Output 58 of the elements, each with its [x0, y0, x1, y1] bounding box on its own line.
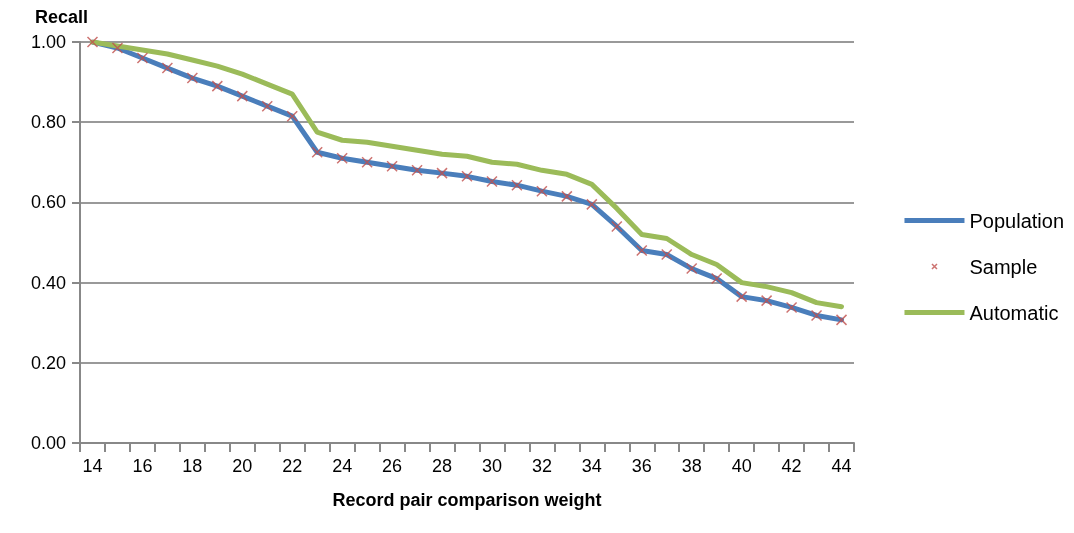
point — [835, 314, 848, 326]
point — [461, 170, 473, 183]
y-axis-title: Recall — [34, 7, 88, 27]
x-tick-label: 22 — [282, 456, 303, 476]
point — [685, 262, 698, 275]
x-tick-label: 40 — [731, 456, 752, 476]
point — [486, 175, 498, 188]
point — [361, 156, 373, 169]
x-tick-label: 16 — [132, 456, 153, 476]
point — [336, 152, 348, 165]
x-tick-label: 20 — [232, 456, 253, 476]
point — [386, 160, 398, 173]
x-axis-title: Record pair comparison weight — [332, 490, 602, 510]
x-tick-label: 14 — [82, 456, 103, 476]
x-tick-label: 30 — [481, 456, 502, 476]
y-tick-label: 0.60 — [30, 192, 66, 213]
y-tick-label: 1.00 — [30, 32, 66, 52]
point — [735, 290, 748, 303]
point — [161, 62, 174, 74]
point — [586, 198, 598, 211]
point — [785, 301, 798, 314]
x-tick-label: 18 — [182, 456, 203, 476]
point — [311, 146, 323, 159]
point — [261, 100, 274, 112]
x-tick-label: 24 — [332, 456, 353, 476]
y-tick-label: 0.00 — [30, 433, 66, 453]
point — [236, 90, 249, 102]
point — [511, 179, 523, 191]
point — [136, 52, 149, 64]
x-tick-label: 36 — [631, 456, 652, 476]
x-tick-label: 28 — [432, 456, 453, 476]
point — [660, 248, 673, 261]
x-tick-label: 42 — [781, 456, 802, 476]
point — [186, 72, 199, 84]
legend-label: Population — [969, 209, 1065, 232]
y-tick-label: 0.80 — [30, 112, 66, 133]
point — [411, 164, 423, 177]
point — [710, 272, 723, 285]
x-tick-label: 44 — [831, 456, 852, 476]
point — [86, 36, 99, 48]
point — [760, 294, 773, 307]
point — [611, 220, 623, 233]
y-tick-label: 0.40 — [30, 272, 66, 293]
point — [111, 42, 124, 54]
legend-label: Sample — [969, 255, 1038, 278]
point — [536, 185, 548, 197]
point — [810, 309, 823, 322]
x-tick-label: 34 — [581, 456, 602, 476]
point — [636, 244, 648, 257]
point — [286, 110, 298, 122]
x-tick-label: 38 — [681, 456, 702, 476]
point — [436, 167, 448, 179]
x-tick-label: 32 — [531, 456, 552, 476]
legend-label: Automatic — [969, 301, 1059, 324]
point — [211, 80, 224, 92]
y-tick-label: 0.20 — [30, 352, 66, 373]
x-tick-label: 26 — [382, 456, 403, 476]
point — [561, 190, 573, 203]
